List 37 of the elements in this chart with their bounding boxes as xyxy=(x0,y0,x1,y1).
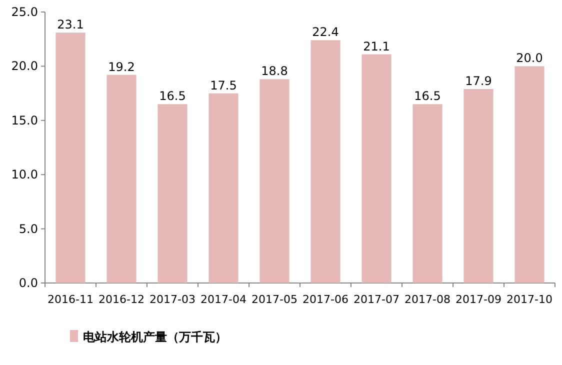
bar xyxy=(310,40,340,283)
bar xyxy=(260,79,290,283)
bar xyxy=(412,104,442,283)
legend-label: 电站水轮机产量（万千瓦） xyxy=(83,330,227,344)
data-label: 20.0 xyxy=(516,51,543,66)
x-tick-label: 2017-08 xyxy=(404,293,450,306)
y-tick-label: 15.0 xyxy=(11,113,38,128)
bar xyxy=(514,66,544,283)
y-tick-label: 10.0 xyxy=(11,168,38,182)
bar xyxy=(362,54,392,283)
data-label: 21.1 xyxy=(363,39,390,54)
data-label: 16.5 xyxy=(159,89,186,104)
x-tick-label: 2017-09 xyxy=(456,293,502,306)
x-tick-label: 2017-06 xyxy=(302,293,348,306)
data-label: 18.8 xyxy=(261,64,288,78)
bar xyxy=(56,32,86,283)
x-tick-label: 2016-12 xyxy=(98,293,144,306)
bar xyxy=(106,74,136,283)
x-tick-label: 2017-10 xyxy=(506,293,552,306)
data-label: 17.5 xyxy=(210,78,237,92)
data-label: 19.2 xyxy=(108,60,135,74)
x-tick-label: 2017-04 xyxy=(200,293,246,306)
data-label: 23.1 xyxy=(57,18,84,32)
y-tick-label: 0.0 xyxy=(18,276,38,290)
y-tick-label: 25.0 xyxy=(11,5,38,19)
x-tick-label: 2017-07 xyxy=(354,293,400,306)
y-tick-label: 20.0 xyxy=(11,59,38,74)
x-tick-label: 2017-03 xyxy=(150,293,196,306)
data-label: 22.4 xyxy=(312,25,339,40)
x-tick-label: 2016-11 xyxy=(48,293,94,306)
bar xyxy=(208,93,238,283)
data-label: 17.9 xyxy=(465,74,492,88)
data-label: 16.5 xyxy=(414,89,441,104)
bar xyxy=(464,88,494,283)
x-tick-label: 2017-05 xyxy=(252,293,298,306)
y-tick-label: 5.0 xyxy=(18,222,38,236)
bar xyxy=(158,104,188,283)
